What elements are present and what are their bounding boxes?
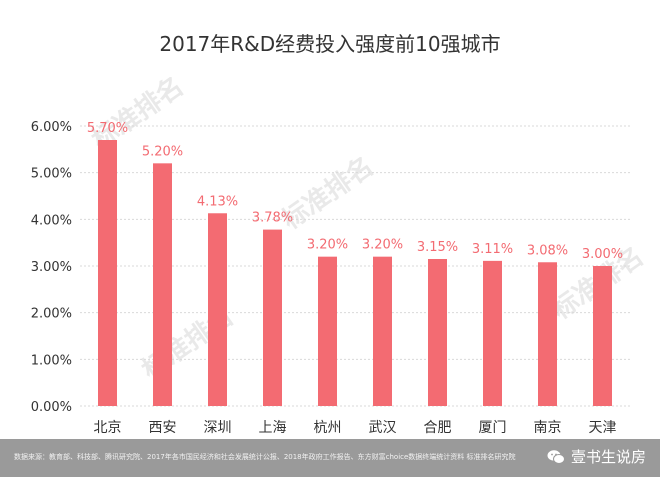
x-tick-label: 南京 [534,420,562,436]
footer-brand: 壹书生说房 [547,446,646,467]
data-label: 3.15% [417,240,458,255]
x-tick-label: 西安 [149,420,177,436]
footer-bar: 数据来源：教育部、科技部、腾讯研究院、2017年各市国民经济和社会发展统计公报、… [0,439,660,477]
bar [538,262,557,406]
bar [318,256,337,406]
bar-chart: 2017年R&D经费投入强度前10强城市 标准排名标准排名标准排名标准排名 0.… [31,32,650,436]
data-label: 5.70% [87,121,128,136]
y-axis: 0.00% 1.00% 2.00% 3.00% 4.00% 5.00% 6.00% [31,120,72,415]
wechat-icon [547,449,565,464]
footer-source-text: 数据来源：教育部、科技部、腾讯研究院、2017年各市国民经济和社会发展统计公报、… [14,453,516,461]
footer-brand-name: 壹书生说房 [570,448,646,466]
x-tick-label: 合肥 [424,420,452,436]
bar [593,266,612,406]
x-tick-label: 北京 [94,420,122,436]
y-tick-label: 3.00% [31,260,72,275]
bar [428,259,447,406]
data-label: 5.20% [142,144,183,159]
y-tick-label: 6.00% [31,120,72,135]
bars [98,140,612,406]
y-tick-label: 1.00% [31,353,72,368]
bar [208,213,227,406]
chart-title: 2017年R&D经费投入强度前10强城市 [159,32,500,56]
bar [153,163,172,406]
bar [263,229,282,406]
data-label: 3.78% [252,211,293,226]
x-tick-label: 深圳 [204,420,232,436]
bar [373,256,392,406]
x-tick-label: 杭州 [314,420,342,436]
bar [98,140,117,406]
y-tick-label: 5.00% [31,167,72,182]
x-tick-label: 厦门 [479,420,507,436]
data-labels: 5.70% 5.20% 4.13% 3.78% 3.20% 3.20% 3.15% 3.11%… [87,121,623,262]
data-label: 3.20% [362,238,403,253]
x-axis: 北京 西安 深圳 上海 杭州 武汉 合肥 厦门 南京 天津 [94,420,617,436]
x-tick-label: 武汉 [369,420,397,436]
bar [483,260,502,406]
x-tick-label: 上海 [259,420,287,436]
y-tick-label: 0.00% [31,400,72,415]
x-tick-label: 天津 [589,420,617,436]
data-label: 3.08% [527,243,568,258]
data-label: 3.00% [582,247,623,262]
data-label: 3.11% [472,242,513,257]
y-tick-label: 2.00% [31,307,72,322]
y-tick-label: 4.00% [31,213,72,228]
data-label: 3.20% [307,238,348,253]
data-label: 4.13% [197,194,238,209]
